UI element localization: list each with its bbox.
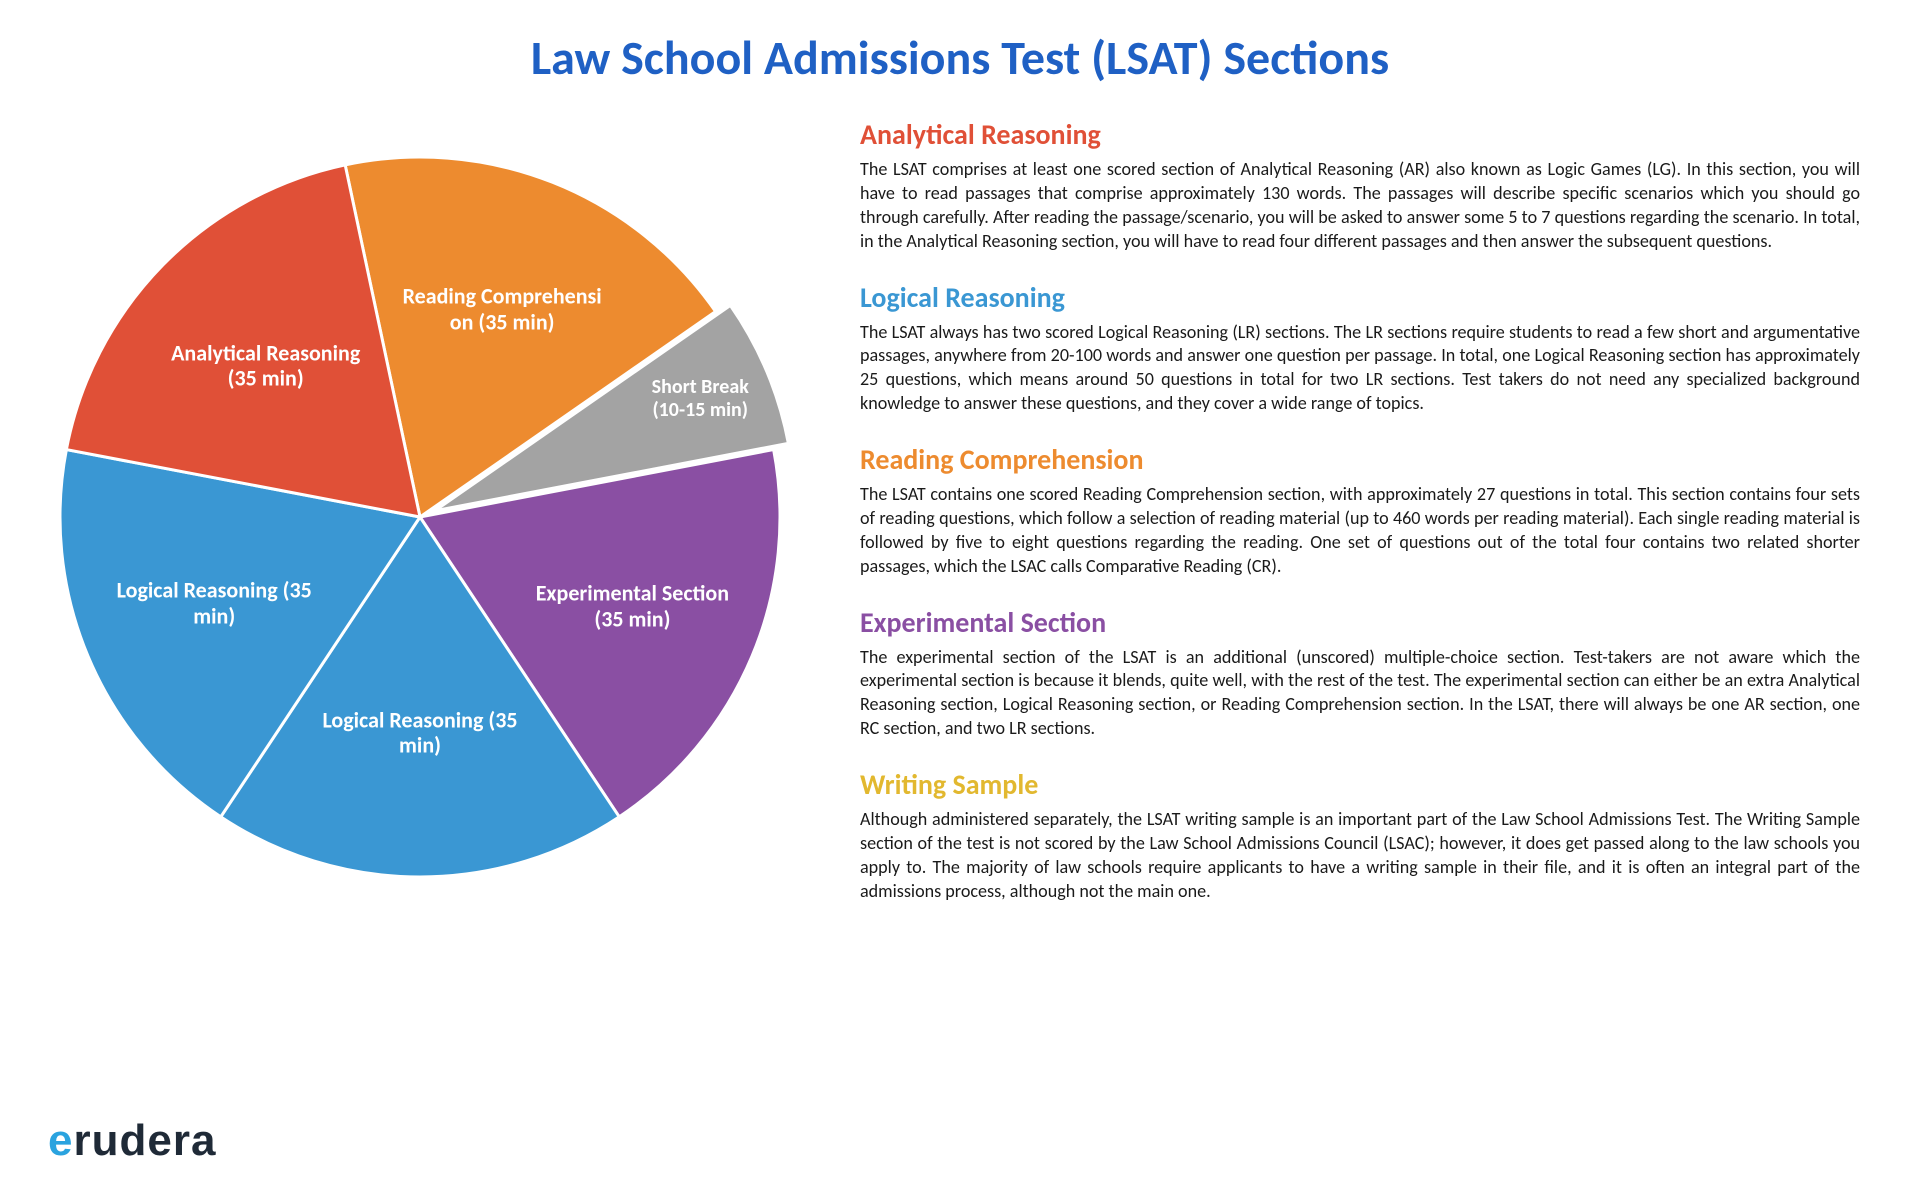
section-body: Although administered separately, the LS…	[860, 808, 1860, 904]
section-block: Experimental Section The experimental sec…	[860, 605, 1860, 742]
section-block: Logical Reasoning The LSAT always has two…	[860, 280, 1860, 417]
right-column: Analytical Reasoning The LSAT comprises a…	[840, 107, 1860, 930]
section-heading: Experimental Section	[860, 605, 1860, 640]
section-heading: Writing Sample	[860, 767, 1860, 802]
section-heading: Logical Reasoning	[860, 280, 1860, 315]
section-body: The LSAT contains one scored Reading Com…	[860, 483, 1860, 579]
section-heading: Analytical Reasoning	[860, 117, 1860, 152]
logo-prefix: e	[48, 1116, 73, 1165]
section-block: Reading Comprehension The LSAT contains o…	[860, 442, 1860, 579]
pie-chart: Reading Comprehensi on (35 min)Short Bre…	[40, 137, 800, 897]
page-title: Law School Admissions Test (LSAT) Sectio…	[0, 0, 1920, 97]
section-body: The experimental section of the LSAT is …	[860, 646, 1860, 742]
section-block: Analytical Reasoning The LSAT comprises a…	[860, 117, 1860, 254]
logo-rest: rudera	[73, 1116, 216, 1165]
section-heading: Reading Comprehension	[860, 442, 1860, 477]
section-body: The LSAT always has two scored Logical R…	[860, 321, 1860, 417]
pie-svg	[40, 137, 800, 897]
brand-logo: erudera	[48, 1116, 216, 1166]
left-column: Reading Comprehensi on (35 min)Short Bre…	[40, 107, 840, 930]
section-block: Writing Sample Although administered sepa…	[860, 767, 1860, 904]
section-body: The LSAT comprises at least one scored s…	[860, 158, 1860, 254]
content-row: Reading Comprehensi on (35 min)Short Bre…	[0, 97, 1920, 930]
